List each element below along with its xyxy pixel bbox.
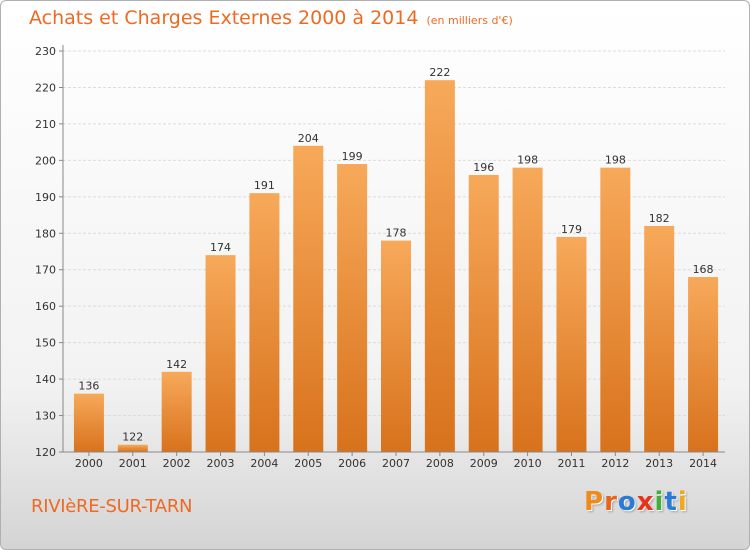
y-tick-label: 200: [35, 154, 56, 167]
bar: [293, 145, 324, 453]
x-tick-label: 2005: [294, 457, 322, 470]
bar-value-label: 179: [561, 223, 582, 236]
axes: [59, 45, 725, 456]
bar-value-label: 182: [649, 212, 670, 225]
proxiti-logo[interactable]: Proxiti: [584, 487, 688, 517]
bar-value-label: 178: [386, 227, 407, 240]
x-tick-label: 2008: [426, 457, 454, 470]
x-tick-label: 2010: [514, 457, 542, 470]
bar: [688, 277, 719, 452]
x-tick-label: 2011: [557, 457, 585, 470]
bar-value-label: 198: [605, 154, 626, 167]
bar: [644, 225, 675, 452]
bar-value-label: 174: [210, 241, 231, 254]
x-tick-label: 2004: [250, 457, 278, 470]
logo-letter: o: [617, 487, 637, 517]
y-tick-label: 130: [35, 410, 56, 423]
y-tick-label: 220: [35, 81, 56, 94]
bar-value-label: 191: [254, 179, 275, 192]
bar: [161, 371, 192, 452]
logo-letter: r: [604, 487, 618, 517]
bar: [205, 255, 236, 452]
bar-value-label: 198: [517, 154, 538, 167]
bar-value-label: 122: [122, 431, 143, 444]
bar-value-label: 142: [166, 358, 187, 371]
bar: [600, 167, 631, 452]
bar-value-label: 222: [429, 66, 450, 79]
chart-subtitle: (en milliers d'€): [426, 14, 513, 27]
x-tick-label: 2012: [601, 457, 629, 470]
bar: [337, 164, 368, 452]
bar-value-label: 168: [693, 263, 714, 276]
logo-letter: P: [584, 487, 605, 517]
bars: [73, 80, 719, 453]
x-tick-label: 2000: [75, 457, 103, 470]
logo-letter: i: [654, 487, 665, 517]
bar: [249, 193, 280, 452]
x-tick-label: 2007: [382, 457, 410, 470]
y-tick-label: 230: [35, 45, 56, 58]
y-tick-label: 210: [35, 118, 56, 131]
logo-letter: i: [677, 487, 688, 517]
y-tick-label: 180: [35, 227, 56, 240]
commune-name: RIVIèRE-SUR-TARN: [31, 496, 193, 517]
x-tick-label: 2003: [207, 457, 235, 470]
x-tick-label: 2002: [163, 457, 191, 470]
y-tick-label: 140: [35, 373, 56, 386]
bar: [556, 236, 587, 452]
bar: [424, 80, 455, 452]
chart-title: Achats et Charges Externes 2000 à 2014 (e…: [29, 7, 513, 29]
bar: [117, 444, 148, 452]
x-tick-label: 2014: [689, 457, 717, 470]
y-tick-label: 190: [35, 191, 56, 204]
bar-value-label: 204: [298, 132, 319, 145]
bar-value-label: 196: [473, 161, 494, 174]
logo-letter: t: [664, 487, 678, 517]
x-tick-label: 2009: [470, 457, 498, 470]
bar: [381, 240, 411, 452]
bar: [73, 393, 104, 452]
bar: [468, 174, 499, 453]
bar-value-label: 136: [78, 380, 99, 393]
bar-value-label: 199: [342, 150, 363, 163]
y-tick-label: 170: [35, 264, 56, 277]
logo-letter: x: [636, 487, 655, 517]
x-tick-label: 2013: [645, 457, 673, 470]
y-tick-label: 150: [35, 337, 56, 350]
y-tick-label: 120: [35, 446, 56, 459]
labels: 120 130 140 150 160 170 180 190 200 210 220 230 136 2…: [35, 45, 717, 470]
x-tick-label: 2001: [119, 457, 147, 470]
x-tick-label: 2006: [338, 457, 366, 470]
chart-title-text: Achats et Charges Externes 2000 à 2014: [29, 7, 419, 29]
bar: [512, 167, 543, 452]
y-tick-label: 160: [35, 300, 56, 313]
